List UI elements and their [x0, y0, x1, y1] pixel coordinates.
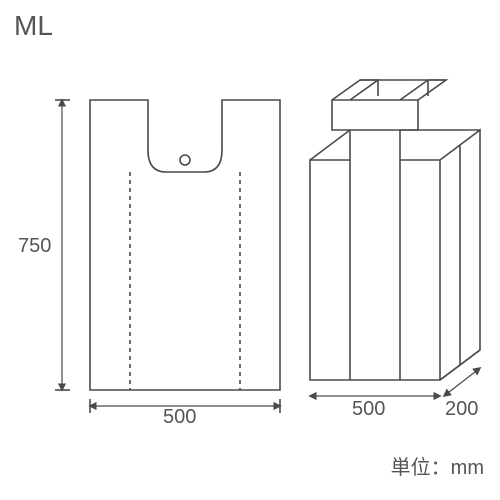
depth-dimension: 200 — [445, 398, 478, 421]
height-dimension: 750 — [18, 235, 51, 258]
bag3d-top-left-edge — [310, 130, 350, 160]
hang-hole — [180, 155, 190, 165]
bag3d-front — [310, 100, 440, 380]
bag3d-handle-back-left — [332, 80, 378, 100]
width-3d-dimension: 500 — [352, 398, 385, 421]
bag3d-side-fold-b — [460, 350, 480, 365]
size-label: ML — [14, 10, 53, 42]
unit-label: 単位：mm — [391, 451, 484, 480]
bag3d-handle-back-right — [400, 80, 446, 100]
flat-bag-outline — [90, 100, 280, 390]
bag3d-side-fold-a — [440, 365, 460, 380]
width-flat-dimension: 500 — [163, 406, 196, 429]
diagram-canvas — [55, 80, 480, 413]
